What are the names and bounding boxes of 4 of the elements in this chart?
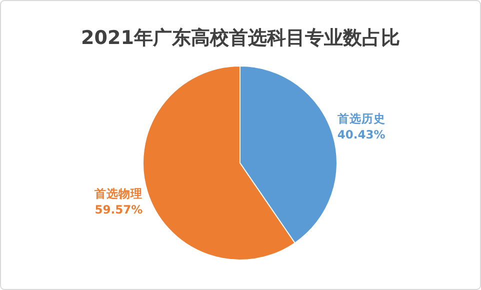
slice-label: 首选物理: [94, 186, 143, 201]
data-label: 59.57%: [94, 202, 144, 217]
chart-title: 2021年广东高校首选科目专业数占比: [81, 27, 400, 49]
data-label: 40.43%: [337, 127, 386, 142]
